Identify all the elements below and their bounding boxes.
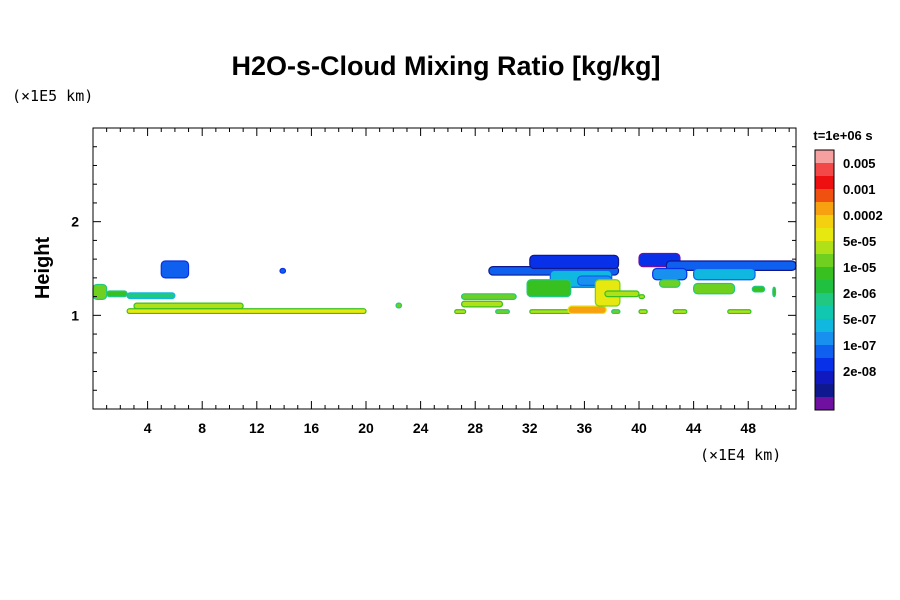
cloud-region: [772, 286, 777, 298]
x-tick-label: 36: [577, 420, 593, 436]
colorbar-swatch: [815, 215, 834, 229]
colorbar-swatch: [815, 150, 834, 164]
colorbar-swatch: [815, 397, 834, 411]
plot-frame: [92, 127, 797, 410]
cloud-region: [652, 267, 688, 281]
colorbar-frame: [814, 149, 835, 411]
colorbar-swatch: [815, 176, 834, 190]
cloud-region: [529, 254, 620, 270]
colorbar-swatch: [815, 241, 834, 255]
y-tick-label: 2: [71, 214, 79, 230]
colorbar-labels: 0.005 0.001 0.0002 5e-05 1e-05 2e-06 5e-07 1e-0…: [843, 156, 883, 379]
colorbar-swatch: [815, 293, 834, 307]
colorbar-swatch: [815, 306, 834, 320]
colorbar-swatch: [815, 280, 834, 294]
colorbar-swatch: [815, 267, 834, 281]
colorbar-label: 0.005: [843, 156, 876, 171]
x-axis-unit: (×1E4 km): [700, 446, 781, 464]
time-label: t=1e+06 s: [813, 128, 872, 143]
x-tick-label: 48: [740, 420, 756, 436]
x-tick-labels: 4 8 12 16 20 24 28 32 36 40 44 48: [144, 420, 757, 436]
cloud-region: [693, 282, 736, 295]
colorbar-swatch: [815, 358, 834, 372]
colorbar-swatch: [815, 332, 834, 346]
cloud-region: [395, 302, 403, 309]
chart-title: H2O-s-Cloud Mixing Ratio [kg/kg]: [232, 51, 661, 81]
cloud-region: [126, 292, 176, 300]
colorbar-swatch: [815, 345, 834, 359]
cloud-region: [567, 305, 607, 315]
x-tick-label: 44: [686, 420, 702, 436]
colorbar-swatch: [815, 384, 834, 398]
y-axis-label: Height: [32, 237, 54, 300]
cloud-region: [658, 279, 681, 288]
cloud-region: [106, 290, 128, 298]
cloud-region: [611, 309, 621, 315]
x-tick-label: 4: [144, 420, 152, 436]
cloud-region: [529, 309, 572, 315]
cloud-region: [92, 283, 108, 301]
x-tick-label: 28: [467, 420, 483, 436]
colorbar-label: 5e-07: [843, 312, 876, 327]
y-tick-labels: 12: [71, 214, 79, 324]
x-tick-label: 8: [198, 420, 206, 436]
colorbar-label: 1e-05: [843, 260, 876, 275]
colorbar-swatch: [815, 228, 834, 242]
colorbar-label: 0.001: [843, 182, 876, 197]
colorbar: [814, 149, 835, 411]
cloud-region: [495, 309, 510, 315]
cloud-region: [693, 267, 756, 281]
cloud-region: [160, 260, 190, 279]
colorbar-swatch: [815, 202, 834, 216]
cloud-region: [279, 267, 287, 274]
cloud-region: [126, 308, 367, 315]
cloud-region: [727, 309, 752, 315]
x-tick-label: 32: [522, 420, 538, 436]
colorbar-swatch: [815, 254, 834, 268]
colorbar-label: 5e-05: [843, 234, 876, 249]
cloud-region: [638, 294, 646, 300]
cloud-region: [133, 302, 244, 310]
colorbar-swatch: [815, 319, 834, 333]
x-tick-label: 24: [413, 420, 429, 436]
cloud-region: [526, 279, 572, 298]
colorbar-label: 2e-06: [843, 286, 876, 301]
colorbar-label: 0.0002: [843, 208, 883, 223]
x-tick-label: 20: [358, 420, 374, 436]
cloud-regions: [92, 252, 797, 315]
cloud-region: [672, 309, 688, 315]
cloud-region: [454, 309, 467, 315]
axis-ticks: [93, 128, 796, 409]
x-tick-label: 16: [304, 420, 320, 436]
colorbar-swatch: [815, 163, 834, 177]
y-tick-label: 1: [71, 307, 79, 323]
x-tick-label: 40: [631, 420, 647, 436]
colorbar-label: 1e-07: [843, 338, 876, 353]
colorbar-swatch: [815, 371, 834, 385]
colorbar-label: 2e-08: [843, 364, 876, 379]
cloud-region: [604, 290, 640, 298]
cloud-region: [460, 293, 517, 301]
cloud-region: [460, 300, 504, 308]
y-axis-unit: (×1E5 km): [12, 87, 93, 105]
cloud-region: [638, 309, 648, 315]
colorbar-swatch: [815, 189, 834, 203]
cloud-region: [751, 285, 766, 293]
x-tick-label: 12: [249, 420, 265, 436]
